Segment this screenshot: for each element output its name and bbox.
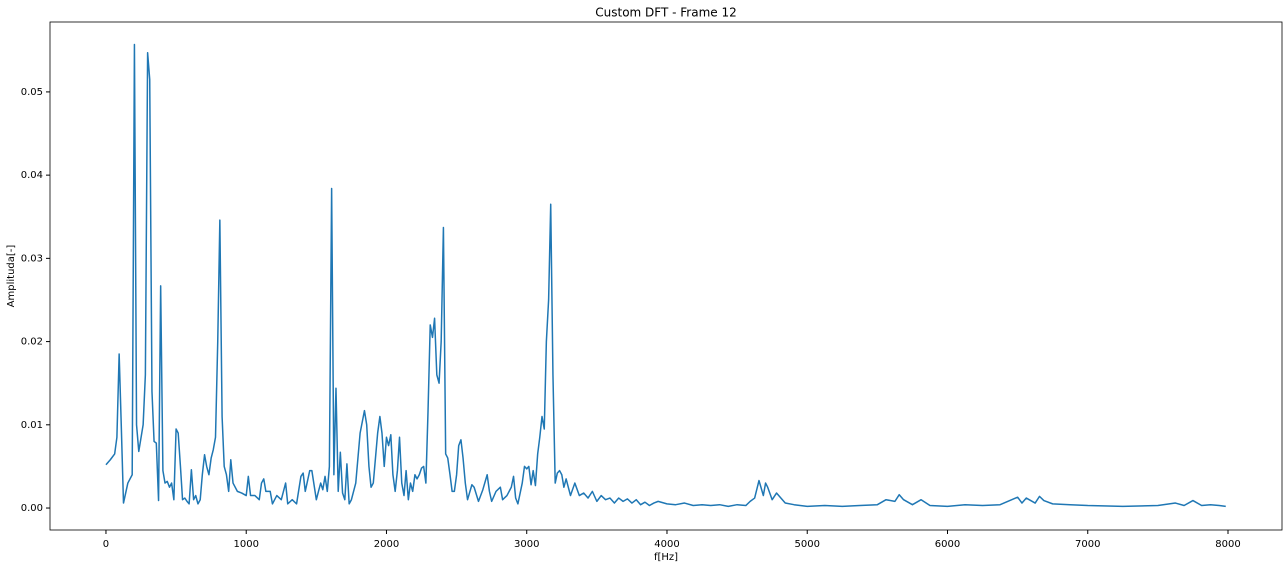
y-tick-label: 0.01 [21,420,43,431]
x-axis-label: f[Hz] [654,552,678,563]
x-tick-label: 3000 [514,539,539,550]
y-tick-label: 0.00 [21,503,43,514]
y-tick-label: 0.05 [21,87,43,98]
y-axis-label: Amplituda[-] [6,245,17,308]
x-tick-label: 8000 [1215,539,1240,550]
x-tick-label: 4000 [654,539,679,550]
data-line [105,43,1226,508]
y-tick-label: 0.04 [21,170,43,181]
plot-frame [49,21,1283,531]
y-tick-label: 0.02 [21,337,43,348]
y-tick-label: 0.03 [21,253,43,264]
chart-title: Custom DFT - Frame 12 [595,6,736,20]
x-tick-label: 0 [103,539,109,550]
x-tick-label: 2000 [374,539,399,550]
x-tick-label: 7000 [1075,539,1100,550]
x-tick-label: 5000 [795,539,820,550]
x-tick-label: 6000 [935,539,960,550]
x-tick-label: 1000 [233,539,258,550]
